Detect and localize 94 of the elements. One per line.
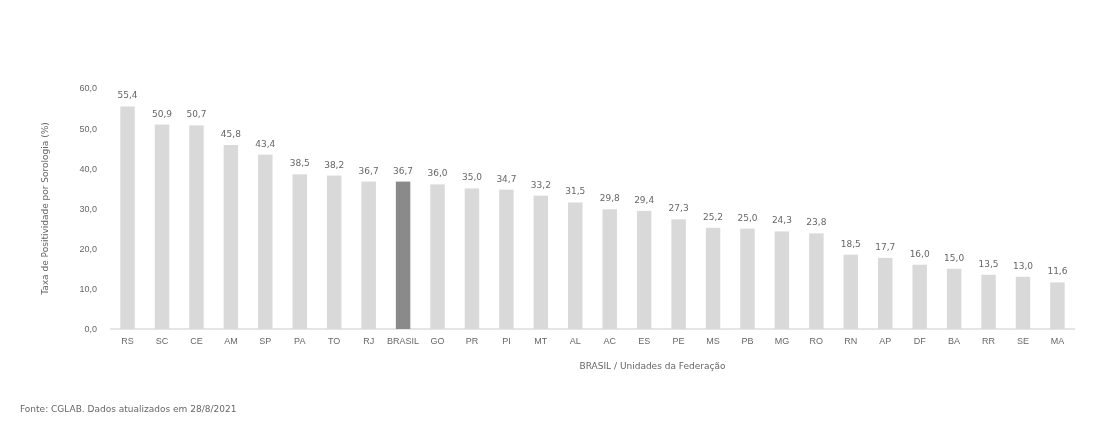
x-tick-label: ES — [638, 336, 651, 347]
y-tick-label: 20,0 — [79, 244, 97, 255]
y-tick-label: 40,0 — [79, 163, 97, 174]
bar — [361, 181, 376, 329]
bar — [1050, 282, 1065, 329]
bar — [740, 228, 755, 329]
x-tick-label: DF — [913, 336, 927, 347]
x-tick-label: PB — [741, 336, 754, 347]
x-tick-label: AC — [603, 336, 617, 347]
bar — [464, 188, 480, 329]
data-label: 34,7 — [496, 173, 517, 184]
data-label: 55,4 — [117, 90, 138, 101]
x-tick-label: BA — [948, 336, 961, 347]
x-tick-label: SE — [1016, 336, 1029, 347]
bar — [774, 231, 790, 329]
x-tick-label: GO — [430, 336, 445, 347]
bar — [223, 145, 239, 329]
bar — [636, 210, 652, 329]
data-label: 29,8 — [599, 193, 621, 204]
data-label: 23,8 — [806, 217, 827, 228]
bar — [395, 181, 411, 329]
data-label: 25,2 — [703, 211, 724, 222]
bar — [809, 233, 824, 329]
y-tick-label: 10,0 — [79, 284, 97, 295]
data-label: 27,3 — [668, 203, 689, 214]
data-label: 11,6 — [1047, 266, 1068, 277]
data-label: 36,7 — [358, 165, 379, 176]
data-label: 15,0 — [944, 252, 965, 263]
bar — [705, 227, 721, 329]
x-tick-label: AM — [224, 336, 238, 347]
data-label: 31,5 — [565, 186, 586, 197]
bar — [602, 209, 617, 329]
bar — [843, 254, 859, 329]
y-tick-label: 50,0 — [79, 123, 97, 134]
data-label: 16,0 — [909, 248, 930, 259]
data-label: 29,4 — [634, 194, 655, 205]
x-tick-label: MT — [534, 336, 548, 347]
x-tick-label: BRASIL — [387, 336, 420, 347]
x-tick-label: SP — [259, 336, 272, 347]
bar — [430, 184, 445, 329]
y-tick-label: 30,0 — [79, 203, 97, 214]
y-tick-label: 60,0 — [79, 83, 97, 94]
data-label: 36,0 — [427, 168, 448, 179]
x-tick-label: SC — [155, 336, 169, 347]
bar — [189, 125, 204, 329]
data-label: 24,3 — [771, 215, 792, 226]
x-tick-label: CE — [190, 336, 203, 347]
data-label: 25,0 — [737, 212, 758, 223]
data-label: 50,9 — [151, 108, 173, 119]
x-tick-label: PR — [465, 336, 479, 347]
x-tick-label: MA — [1050, 336, 1065, 347]
data-label: 36,7 — [393, 165, 414, 176]
bar — [533, 195, 549, 329]
bar — [326, 175, 342, 329]
data-label: 38,5 — [289, 158, 310, 169]
data-label: 13,5 — [978, 258, 999, 269]
bar — [292, 174, 307, 329]
bar — [258, 154, 273, 329]
x-tick-label: MG — [774, 336, 790, 347]
x-tick-label: PE — [672, 336, 685, 347]
x-tick-label: RJ — [363, 336, 375, 347]
data-label: 50,7 — [186, 109, 207, 120]
bar — [912, 264, 927, 329]
bar — [120, 106, 135, 329]
bar — [499, 189, 514, 329]
data-label: 45,8 — [220, 129, 242, 140]
source-note: Fonte: CGLAB. Dados atualizados em 28/8/2021 — [20, 404, 237, 414]
data-label: 33,2 — [530, 179, 551, 190]
data-label: 13,0 — [1012, 260, 1034, 271]
x-tick-label: RR — [982, 336, 996, 347]
bar — [981, 274, 996, 329]
x-tick-label: PA — [294, 336, 306, 347]
x-tick-label: AP — [879, 336, 892, 347]
x-tick-label: MS — [706, 336, 720, 347]
y-tick-label: 0,0 — [84, 324, 97, 335]
x-tick-label: PI — [502, 336, 511, 347]
bar — [154, 124, 170, 329]
bar — [878, 257, 893, 329]
bar — [568, 202, 583, 329]
bar — [671, 219, 686, 329]
x-tick-label: RN — [844, 336, 858, 347]
bar — [1015, 276, 1031, 329]
x-tick-label: RS — [121, 336, 134, 347]
bar — [946, 268, 962, 329]
y-axis-title: Taxa de Positividade por Sorologia (%) — [40, 122, 50, 296]
data-label: 35,0 — [461, 172, 483, 183]
x-tick-label: TO — [328, 336, 341, 347]
data-label: 38,2 — [324, 159, 345, 170]
x-axis-title: BRASIL / Unidades da Federação — [579, 361, 726, 371]
x-tick-label: RO — [809, 336, 824, 347]
data-label: 18,5 — [840, 238, 861, 249]
data-label: 17,7 — [875, 241, 896, 252]
data-label: 43,4 — [255, 138, 276, 149]
x-tick-label: AL — [569, 336, 581, 347]
